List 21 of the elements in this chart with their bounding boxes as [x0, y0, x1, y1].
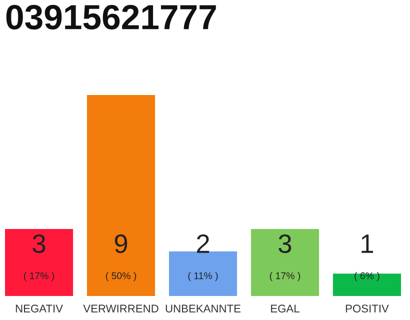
x-tick-label: VERWIRREND — [83, 304, 158, 312]
bar — [332, 274, 401, 296]
x-tick-label: EGAL — [271, 304, 300, 312]
chart-title: 03915621777 — [6, 4, 216, 30]
bar — [86, 95, 156, 296]
x-tick-label: UNBEKANNTE — [166, 304, 240, 312]
bar — [168, 251, 238, 296]
annotation: ( 6% ) — [354, 272, 380, 282]
data-label: 9 — [114, 234, 128, 254]
data-label: 3 — [278, 234, 292, 254]
data-label: 3 — [32, 234, 46, 254]
bar — [250, 229, 320, 296]
annotation: ( 17% ) — [270, 272, 300, 282]
annotation: ( 17% ) — [24, 272, 54, 282]
x-tick-label: NEGATIV — [16, 304, 63, 312]
x-tick-label: POSITIV — [346, 304, 389, 312]
bar — [5, 229, 74, 296]
data-label: 2 — [196, 234, 210, 253]
annotation: ( 11% ) — [188, 272, 218, 282]
data-label: 1 — [362, 234, 374, 253]
annotation: ( 50% ) — [106, 272, 136, 282]
